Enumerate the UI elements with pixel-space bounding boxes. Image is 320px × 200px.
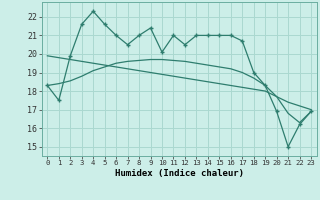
X-axis label: Humidex (Indice chaleur): Humidex (Indice chaleur) — [115, 169, 244, 178]
